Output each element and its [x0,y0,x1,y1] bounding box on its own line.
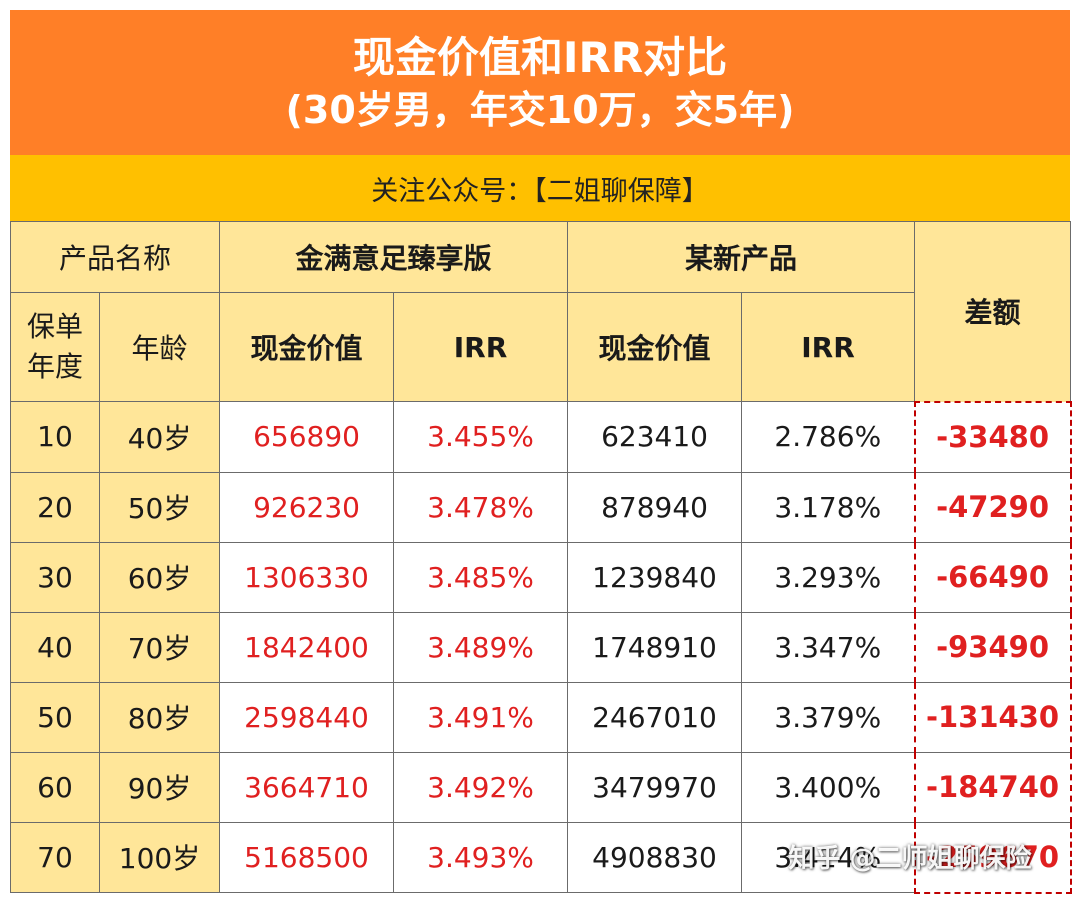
diff-cell: -131430 [913,681,1072,753]
a-cash-value-cell: 656890 [219,401,395,473]
diff-cell: -47290 [913,471,1072,543]
a-cash-value-cell: 1306330 [219,541,395,613]
header-row-1: 产品名称 金满意足臻享版 某新产品 差额 [9,221,1072,402]
title-line-2: (30岁男，年交10万，交5年) [285,87,795,132]
a-irr-cell: 3.455% [393,401,569,473]
header-diff: 差额 [914,221,1072,402]
a-cash-value-cell: 1842400 [219,611,395,683]
header-b-irr: IRR [741,292,916,402]
a-irr-cell: 3.478% [393,471,569,543]
b-irr-cell: 2.786% [741,401,916,473]
a-cash-value-cell: 926230 [219,471,395,543]
b-cash-value-cell: 4908830 [567,821,743,893]
a-irr-cell: 3.489% [393,611,569,683]
table-row: 40 70岁 1842400 3.489% 1748910 3.347% -93490 [10,611,1072,683]
b-irr-cell: 3.293% [741,541,916,613]
b-irr-cell: 3.414% [741,821,916,893]
b-cash-value-cell: 1748910 [567,611,743,683]
policy-year-cell: 40 [10,611,100,683]
header-product-b: 某新产品 [567,221,916,293]
b-cash-value-cell: 623410 [567,401,743,473]
table-row: 20 50岁 926230 3.478% 878940 3.178% -47290 [10,471,1072,543]
header-age: 年龄 [98,292,221,402]
age-cell: 70岁 [98,611,221,683]
follow-banner: 关注公众号：【二姐聊保障】 [10,155,1070,221]
header-b-cash-value: 现金价值 [567,292,743,402]
table-row: 70 100岁 5168500 3.493% 4908830 3.414% -259670 [10,821,1072,894]
header-row-2: 保单年度 年龄 现金价值 IRR 现金价值 IRR [10,292,1071,402]
b-cash-value-cell: 2467010 [567,681,743,753]
a-irr-cell: 3.492% [393,751,569,823]
a-irr-cell: 3.485% [393,541,569,613]
header-product-name: 产品名称 [9,221,221,293]
age-cell: 50岁 [98,471,221,543]
diff-cell: -33480 [913,400,1072,473]
age-cell: 60岁 [98,541,221,613]
policy-year-cell: 10 [10,401,100,473]
title-line-1: 现金价值和IRR对比 [352,32,728,82]
diff-cell: -259670 [913,821,1072,894]
policy-year-cell: 50 [10,681,100,753]
b-cash-value-cell: 1239840 [567,541,743,613]
policy-year-cell: 30 [10,541,100,613]
b-cash-value-cell: 878940 [567,471,743,543]
table-row: 30 60岁 1306330 3.485% 1239840 3.293% -66490 [10,541,1072,613]
policy-year-cell: 20 [10,471,100,543]
table-row: 60 90岁 3664710 3.492% 3479970 3.400% -184740 [10,751,1072,823]
age-cell: 90岁 [98,751,221,823]
age-cell: 80岁 [98,681,221,753]
b-irr-cell: 3.379% [741,681,916,753]
a-irr-cell: 3.493% [393,821,569,893]
b-irr-cell: 3.178% [741,471,916,543]
b-irr-cell: 3.400% [741,751,916,823]
a-cash-value-cell: 5168500 [219,821,395,893]
age-cell: 100岁 [98,821,221,893]
table-body: 10 40岁 656890 3.455% 623410 2.786% -33480 20 50岁… [10,400,1072,894]
b-irr-cell: 3.347% [741,611,916,683]
header-a-irr: IRR [393,292,569,402]
comparison-table: 产品名称 金满意足臻享版 某新产品 差额 保单年度 年龄 现金价值 IRR 现金… [9,221,1072,894]
a-irr-cell: 3.491% [393,681,569,753]
table-row: 10 40岁 656890 3.455% 623410 2.786% -33480 [10,400,1072,473]
b-cash-value-cell: 3479970 [567,751,743,823]
table-row: 50 80岁 2598440 3.491% 2467010 3.379% -131430 [10,681,1072,753]
comparison-sheet: 现金价值和IRR对比 (30岁男，年交10万，交5年) 关注公众号：【二姐聊保障… [9,10,1072,894]
header-policy-year: 保单年度 [10,292,100,402]
policy-year-cell: 60 [10,751,100,823]
age-cell: 40岁 [98,401,221,473]
policy-year-cell: 70 [10,821,100,893]
diff-cell: -93490 [913,611,1072,683]
diff-cell: -184740 [913,751,1072,823]
header-a-cash-value: 现金价值 [219,292,395,402]
header-product-a: 金满意足臻享版 [219,221,569,293]
title-banner: 现金价值和IRR对比 (30岁男，年交10万，交5年) [10,10,1070,155]
a-cash-value-cell: 2598440 [219,681,395,753]
a-cash-value-cell: 3664710 [219,751,395,823]
diff-cell: -66490 [913,541,1072,613]
